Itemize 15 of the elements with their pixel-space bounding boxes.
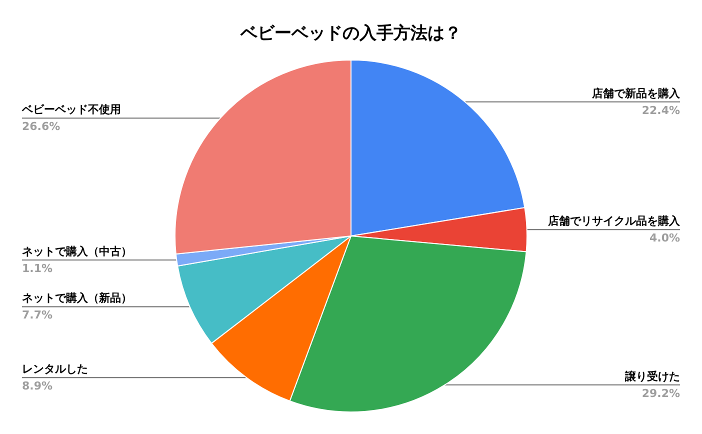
slice-label: 店舗でリサイクル品を購入	[547, 214, 681, 228]
slice-label: レンタルした	[22, 362, 88, 376]
slice-label: 譲り受けた	[624, 370, 680, 383]
data-label: 29.2%	[642, 386, 680, 400]
data-label: 4.0%	[649, 232, 680, 245]
slice-label: ベビーベッド不使用	[21, 103, 121, 116]
data-label: 26.6%	[22, 120, 60, 134]
data-label: 1.1%	[22, 262, 53, 275]
data-label: 7.7%	[22, 308, 53, 322]
slice-label: ネットで購入（中古）	[22, 245, 132, 258]
slice-label: 店舗で新品を購入	[591, 86, 681, 100]
slice-label: ネットで購入（新品）	[22, 292, 132, 305]
data-label: 22.4%	[642, 104, 680, 117]
data-label: 8.9%	[22, 380, 53, 393]
chart-title: ベビーベッドの入手方法は？	[240, 24, 462, 44]
